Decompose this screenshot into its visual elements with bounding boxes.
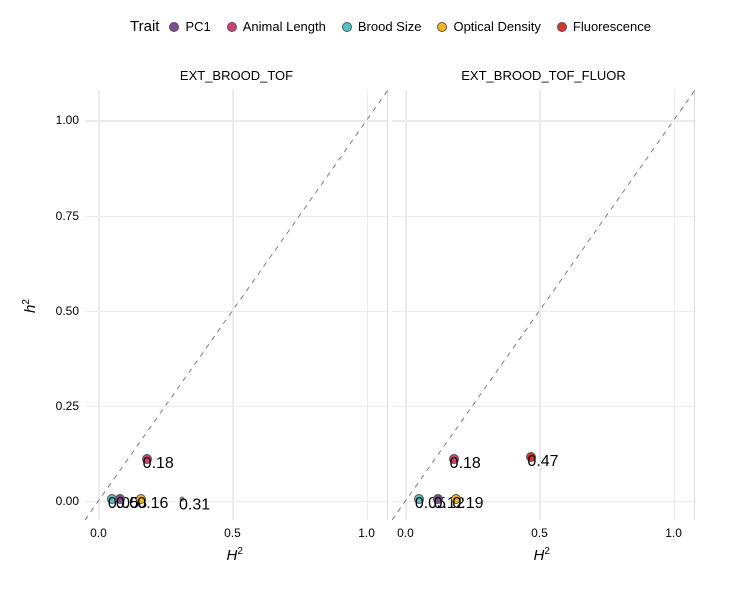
legend-item-label: Optical Density	[453, 19, 540, 34]
gridline-vertical	[98, 90, 100, 520]
legend-item: Animal Length	[227, 19, 326, 34]
x-tick-label: 1.0	[665, 526, 682, 540]
y-tick-label: 0.25	[45, 399, 79, 413]
gridline-vertical	[674, 90, 676, 520]
gridline-horizontal	[392, 120, 695, 122]
legend-item: PC1	[169, 19, 210, 34]
x-tick-label: 0.0	[397, 526, 414, 540]
legend-dot-icon	[169, 22, 179, 32]
panel-border	[694, 90, 695, 520]
x-tick-label: 1.0	[358, 526, 375, 540]
gridline-horizontal	[392, 216, 695, 218]
y-tick-label: 1.00	[45, 113, 79, 127]
legend-item: Fluorescence	[557, 19, 651, 34]
gridline-horizontal	[85, 216, 388, 218]
legend-dot-icon	[342, 22, 352, 32]
gridline-horizontal	[85, 406, 388, 408]
x-axis-sup: 2	[237, 546, 243, 557]
legend: Trait PC1 Animal Length Brood Size Optical D…	[130, 18, 667, 35]
y-axis-symbol: h	[22, 305, 39, 313]
x-axis-sup: 2	[544, 546, 550, 557]
scatter-point: 0.12	[433, 494, 443, 504]
scatter-point: 0.19	[451, 494, 461, 504]
legend-item: Brood Size	[342, 19, 422, 34]
scatter-point: 0.18	[142, 454, 152, 464]
gridline-vertical	[405, 90, 407, 520]
scatter-point: 0.08	[115, 494, 125, 504]
scatter-point: 0.31	[179, 497, 184, 502]
gridline-horizontal	[392, 311, 695, 313]
plot-panel: 0.05 0.12 0.18 0.19 0.47	[392, 90, 695, 520]
legend-item-label: Brood Size	[358, 19, 422, 34]
gridline-vertical	[232, 90, 234, 520]
legend-item-label: Animal Length	[243, 19, 326, 34]
legend-item-label: PC1	[185, 19, 210, 34]
x-axis-label: H2	[227, 546, 243, 564]
y-tick-label: 0.75	[45, 209, 79, 223]
legend-item-label: Fluorescence	[573, 19, 651, 34]
legend-dot-icon	[557, 22, 567, 32]
y-tick-label: 0.50	[45, 304, 79, 318]
scatter-point: 0.18	[449, 454, 459, 464]
y-axis-label: h2	[21, 299, 39, 313]
gridline-vertical	[367, 90, 369, 520]
identity-line	[85, 90, 388, 520]
x-tick-label: 0.0	[90, 526, 107, 540]
x-tick-label: 0.5	[531, 526, 548, 540]
scatter-point: 0.47	[526, 452, 536, 462]
x-tick-label: 0.5	[224, 526, 241, 540]
y-tick-label: 0.00	[45, 494, 79, 508]
panel-title: EXT_BROOD_TOF	[85, 68, 388, 83]
x-axis-symbol: H	[534, 547, 545, 564]
panel-border	[387, 90, 388, 520]
plot-panel: 0.050.080.160.180.31	[85, 90, 388, 520]
x-axis-label: H2	[534, 546, 550, 564]
legend-title: Trait	[130, 18, 159, 35]
x-axis-symbol: H	[227, 547, 238, 564]
scatter-point: 0.05	[414, 494, 424, 504]
legend-dot-icon	[437, 22, 447, 32]
legend-dot-icon	[227, 22, 237, 32]
y-axis-sup: 2	[21, 299, 32, 305]
legend-item: Optical Density	[437, 19, 540, 34]
gridline-horizontal	[85, 311, 388, 313]
gridline-horizontal	[85, 120, 388, 122]
panel-title: EXT_BROOD_TOF_FLUOR	[392, 68, 695, 83]
heritability-scatter-figure: Trait PC1 Animal Length Brood Size Optical D…	[0, 0, 751, 601]
gridline-horizontal	[392, 406, 695, 408]
scatter-point: 0.16	[136, 494, 146, 504]
